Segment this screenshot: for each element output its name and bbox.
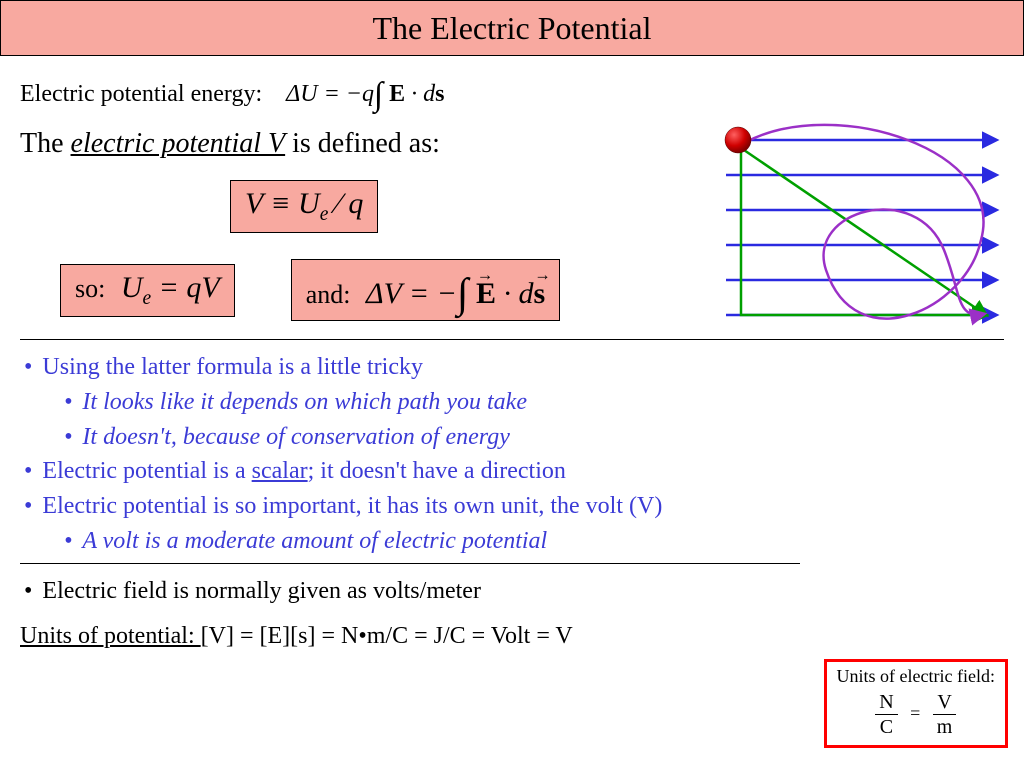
- units-label: Units of potential:: [20, 623, 201, 649]
- slide-title: The Electric Potential: [373, 10, 652, 47]
- bullet-4: Electric field is normally given as volt…: [20, 574, 1004, 609]
- field-diagram: [706, 120, 1006, 340]
- unit-box-equation: NC = Vm: [837, 692, 995, 737]
- so-label: so:: [75, 274, 113, 303]
- bullet-list-2: Electric potential is a scalar; it doesn…: [20, 454, 1004, 524]
- equation-box-and: and: ΔV = −∫ E · ds: [291, 259, 560, 321]
- epe-label: Electric potential energy:: [20, 81, 262, 107]
- bullet-3a: A volt is a moderate amount of electric …: [60, 524, 1004, 559]
- and-label: and:: [306, 280, 359, 309]
- divider-2: [20, 563, 800, 564]
- equation-box-so: so: Ue = qV: [60, 264, 235, 317]
- equation-box-main: V ≡ Ue ⁄ q: [230, 180, 378, 233]
- unit-box: Units of electric field: NC = Vm: [824, 659, 1008, 748]
- bullet-1-sub: It looks like it depends on which path y…: [60, 385, 1004, 455]
- def-term: electric potential V: [71, 128, 286, 159]
- slide-title-bar: The Electric Potential: [0, 0, 1024, 56]
- bullet-3: Electric potential is so important, it h…: [20, 489, 1004, 524]
- bullet-list-3: Electric field is normally given as volt…: [20, 574, 1004, 609]
- unit-box-title: Units of electric field:: [837, 666, 995, 687]
- units-line: Units of potential: [V] = [E][s] = N•m/C…: [20, 623, 1004, 650]
- units-chain: [V] = [E][s] = N•m/C = J/C = Volt = V: [201, 623, 573, 649]
- bullet-2: Electric potential is a scalar; it doesn…: [20, 454, 1004, 489]
- epe-line: Electric potential energy: ΔU = −q∫ E · …: [20, 72, 1004, 110]
- epe-equation: ΔU = −q∫ E · ds: [286, 81, 444, 107]
- def-post: is defined as:: [285, 128, 440, 159]
- bullet-1: Using the latter formula is a little tri…: [20, 350, 1004, 385]
- bullet-1a: It looks like it depends on which path y…: [60, 385, 1004, 420]
- bullet-3-sub: A volt is a moderate amount of electric …: [60, 524, 1004, 559]
- def-pre: The: [20, 128, 71, 159]
- bullet-1b: It doesn't, because of conservation of e…: [60, 420, 1004, 455]
- bullet-list: Using the latter formula is a little tri…: [20, 350, 1004, 385]
